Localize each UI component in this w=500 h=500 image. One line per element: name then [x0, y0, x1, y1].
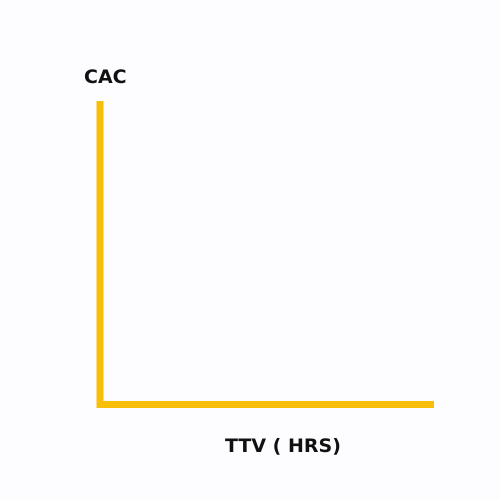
y-axis-label: CAC	[84, 66, 127, 88]
x-axis-label: TTV ( HRS)	[225, 435, 341, 457]
